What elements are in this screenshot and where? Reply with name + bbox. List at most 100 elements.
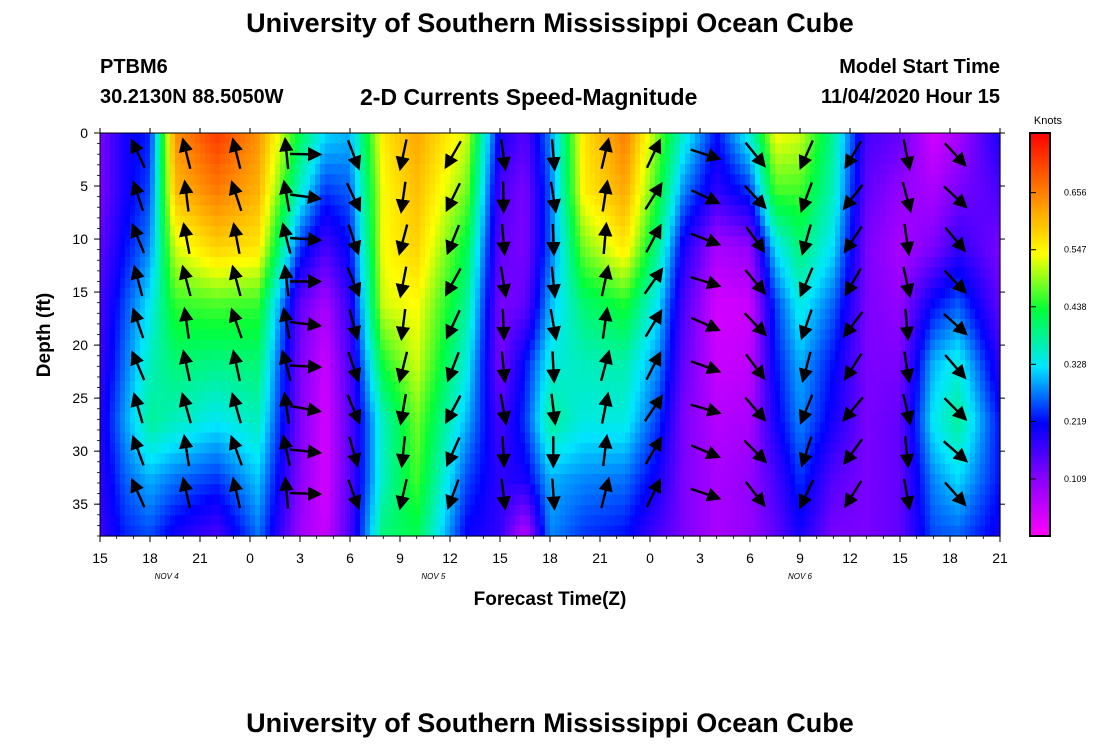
heat-cell bbox=[290, 412, 296, 423]
heat-cell bbox=[415, 288, 421, 299]
heat-cell bbox=[390, 298, 396, 310]
heat-cell bbox=[275, 143, 281, 155]
heat-cell bbox=[565, 339, 571, 351]
heat-cell bbox=[115, 205, 121, 217]
heat-cell bbox=[290, 288, 296, 299]
heat-cell bbox=[640, 422, 646, 434]
heat-cell bbox=[330, 205, 336, 217]
heat-cell bbox=[315, 246, 321, 258]
heat-cell bbox=[455, 288, 461, 299]
heat-cell bbox=[615, 453, 621, 465]
heat-cell bbox=[390, 133, 396, 144]
heat-cell bbox=[480, 432, 486, 444]
heat-cell bbox=[705, 257, 711, 268]
heat-cell bbox=[425, 339, 431, 351]
heat-cell bbox=[555, 463, 561, 475]
heat-cell bbox=[225, 350, 231, 361]
heat-cell bbox=[300, 350, 306, 361]
heat-cell bbox=[105, 236, 111, 248]
heat-cell bbox=[290, 195, 296, 206]
heat-cell bbox=[575, 422, 581, 434]
heat-cell bbox=[610, 350, 616, 361]
heat-cell bbox=[530, 525, 536, 537]
heat-cell bbox=[430, 298, 436, 310]
heat-cell bbox=[235, 257, 241, 268]
heat-cell bbox=[545, 422, 551, 434]
heat-cell bbox=[615, 267, 621, 279]
heat-cell bbox=[150, 257, 156, 268]
heat-cell bbox=[255, 277, 261, 289]
heat-cell bbox=[345, 412, 351, 423]
heat-cell bbox=[615, 246, 621, 258]
heat-cell bbox=[120, 205, 126, 217]
heat-cell bbox=[210, 174, 216, 186]
heat-cell bbox=[305, 401, 311, 413]
heat-cell bbox=[225, 277, 231, 289]
heat-cell bbox=[270, 505, 276, 516]
heat-cell bbox=[695, 515, 701, 527]
heat-cell bbox=[615, 277, 621, 289]
heat-cell bbox=[595, 350, 601, 361]
heat-cell bbox=[655, 288, 661, 299]
heat-cell bbox=[690, 257, 696, 268]
heat-cell bbox=[340, 215, 346, 227]
heat-cell bbox=[360, 153, 366, 165]
heat-cell bbox=[565, 412, 571, 423]
heat-cell bbox=[340, 246, 346, 258]
heat-cell bbox=[660, 432, 666, 444]
heat-cell bbox=[400, 143, 406, 155]
heat-cell bbox=[390, 412, 396, 423]
heat-cell bbox=[210, 143, 216, 155]
heat-cell bbox=[730, 319, 736, 330]
heat-cell bbox=[570, 277, 576, 289]
heat-cell bbox=[575, 143, 581, 155]
heat-cell bbox=[290, 453, 296, 465]
heat-cell bbox=[335, 515, 341, 527]
heat-cell bbox=[515, 215, 521, 227]
heat-cell bbox=[360, 236, 366, 248]
heat-cell bbox=[260, 174, 266, 186]
heat-cell bbox=[475, 133, 481, 144]
heat-cell bbox=[590, 432, 596, 444]
heat-cell bbox=[495, 360, 501, 372]
heat-cell bbox=[195, 339, 201, 351]
heat-cell bbox=[545, 484, 551, 496]
heat-cell bbox=[380, 370, 386, 382]
heat-cell bbox=[190, 133, 196, 144]
heat-cell bbox=[140, 494, 146, 506]
heat-cell bbox=[205, 226, 211, 237]
heat-cell bbox=[640, 463, 646, 475]
heat-cell bbox=[275, 298, 281, 310]
heat-cell bbox=[590, 205, 596, 217]
heat-cell bbox=[520, 360, 526, 372]
heat-cell bbox=[530, 236, 536, 248]
heat-cell bbox=[560, 432, 566, 444]
heat-cell bbox=[355, 339, 361, 351]
heat-cell bbox=[385, 308, 391, 320]
heat-cell bbox=[365, 453, 371, 465]
heat-cell bbox=[290, 422, 296, 434]
heat-cell bbox=[220, 339, 226, 351]
heat-cell bbox=[575, 525, 581, 537]
heat-cell bbox=[320, 319, 326, 330]
heat-cell bbox=[700, 339, 706, 351]
heat-cell bbox=[495, 133, 501, 144]
heat-cell bbox=[460, 432, 466, 444]
heat-cell bbox=[445, 215, 451, 227]
heat-cell bbox=[725, 525, 731, 537]
heat-cell bbox=[125, 412, 131, 423]
heat-cell bbox=[405, 370, 411, 382]
heat-cell bbox=[585, 174, 591, 186]
heat-cell bbox=[715, 474, 721, 485]
heat-cell bbox=[215, 339, 221, 351]
heat-cell bbox=[100, 246, 106, 258]
heat-cell bbox=[695, 164, 701, 175]
heat-cell bbox=[445, 350, 451, 361]
heat-cell bbox=[380, 515, 386, 527]
heat-cell bbox=[140, 298, 146, 310]
heat-cell bbox=[255, 308, 261, 320]
heat-cell bbox=[400, 215, 406, 227]
heat-cell bbox=[150, 453, 156, 465]
heat-cell bbox=[170, 184, 176, 196]
heat-cell bbox=[150, 236, 156, 248]
